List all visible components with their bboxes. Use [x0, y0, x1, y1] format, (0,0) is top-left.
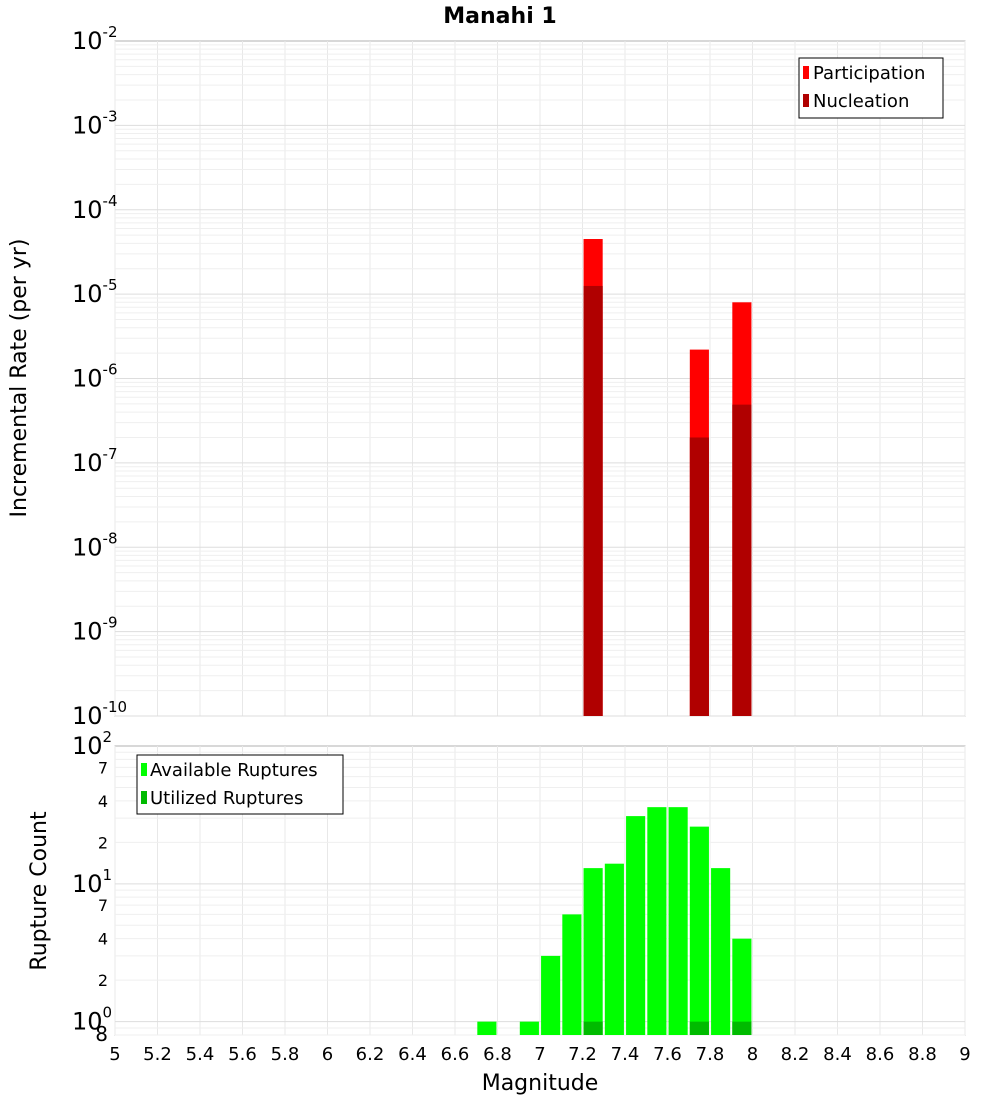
y-tick-label: 7	[98, 758, 108, 777]
x-tick-label: 7	[534, 1044, 545, 1065]
rupture-legend: Available Ruptures Utilized Ruptures	[136, 754, 344, 815]
rate-nucleation-bar	[583, 285, 603, 716]
y-tick-label: 102	[72, 728, 112, 760]
rupture-plot-grid	[114, 746, 966, 1036]
x-tick-label: 5.4	[186, 1044, 215, 1065]
count-available-ruptures-bar	[541, 955, 561, 1035]
utilized-legend-swatch	[141, 791, 147, 804]
y-tick-label: 7	[98, 896, 108, 915]
rate-legend-box	[798, 57, 944, 119]
count-utilized-ruptures-bar	[583, 1021, 603, 1035]
x-tick-label: 7.4	[611, 1044, 640, 1065]
count-utilized-ruptures-bar	[689, 1021, 709, 1035]
rupture-y-axis-label: Rupture Count	[27, 811, 52, 971]
count-available-ruptures-bar	[562, 914, 582, 1035]
rate-nucleation-bar	[732, 404, 752, 716]
nucleation-legend-swatch	[803, 94, 809, 107]
y-tick-label: 10-8	[72, 529, 118, 561]
y-tick-label: 4	[98, 930, 108, 949]
rate-plot: 10-2 10-3 10-4 10-5 10-6 10-7 10-8 10-9 10-10 In…	[7, 23, 966, 730]
x-tick-label: 8	[747, 1044, 758, 1065]
count-available-ruptures-bar	[477, 1021, 497, 1035]
x-tick-label: 6	[322, 1044, 333, 1065]
x-tick-label: 6.2	[356, 1044, 385, 1065]
rupture-legend-box	[136, 754, 344, 815]
x-tick-labels: 5 5.2 5.4 5.6 5.8 6 6.2 6.4 6.6 6.8 7 7.2 7.4 7.6 7.8 8…	[109, 1044, 970, 1065]
count-available-ruptures-bar	[711, 868, 731, 1035]
participation-legend-label: Participation	[813, 63, 925, 84]
x-tick-label: 5	[109, 1044, 120, 1065]
x-tick-label: 8.4	[823, 1044, 852, 1065]
count-available-ruptures-bar	[583, 868, 603, 1035]
y-tick-label: 101	[72, 866, 112, 898]
x-tick-label: 6.4	[398, 1044, 427, 1065]
y-tick-label: 10-5	[72, 276, 118, 308]
rate-nucleation-bar	[689, 437, 709, 716]
x-tick-label: 8.8	[908, 1044, 937, 1065]
rate-y-axis-label: Incremental Rate (per yr)	[7, 239, 32, 518]
count-available-ruptures-bar	[647, 807, 667, 1035]
count-utilized-ruptures-bar	[732, 1021, 752, 1035]
y-tick-label: 10-2	[72, 23, 118, 55]
count-available-ruptures-bar	[689, 826, 709, 1035]
chart-title: Manahi 1	[443, 4, 556, 29]
y-tick-label: 10-6	[72, 361, 118, 393]
y-tick-label: 2	[98, 833, 108, 852]
y-tick-label: 100	[72, 1004, 112, 1036]
participation-legend-swatch	[803, 66, 809, 79]
count-available-ruptures-bar	[626, 816, 646, 1035]
rate-plot-grid	[114, 41, 966, 717]
rate-legend: Participation Nucleation	[798, 57, 944, 119]
y-tick-label: 10-9	[72, 614, 118, 646]
x-axis-label: Magnitude	[482, 1071, 599, 1096]
y-tick-label: 10-4	[72, 192, 118, 224]
count-available-ruptures-bar	[519, 1021, 539, 1035]
available-legend-swatch	[141, 763, 147, 776]
rate-plot-y-ticks: 10-2 10-3 10-4 10-5 10-6 10-7 10-8 10-9 10-10	[72, 23, 127, 730]
utilized-legend-label: Utilized Ruptures	[150, 788, 303, 809]
x-tick-label: 5.2	[143, 1044, 172, 1065]
y-tick-label: 2	[98, 971, 108, 990]
x-tick-label: 7.6	[653, 1044, 682, 1065]
count-available-ruptures-bar	[732, 938, 752, 1035]
y-tick-label: 10-3	[72, 107, 118, 139]
x-tick-label: 6.6	[441, 1044, 470, 1065]
count-available-ruptures-bar	[604, 863, 624, 1035]
x-tick-label: 7.2	[568, 1044, 597, 1065]
available-legend-label: Available Ruptures	[150, 760, 318, 781]
rupture-plot-bars	[477, 807, 752, 1035]
x-tick-label: 6.8	[483, 1044, 512, 1065]
rate-plot-bars	[583, 239, 752, 716]
x-tick-label: 8.2	[781, 1044, 810, 1065]
x-tick-label: 8.6	[866, 1044, 895, 1065]
count-available-ruptures-bar	[668, 807, 688, 1035]
y-tick-label: 10-10	[72, 698, 127, 730]
y-tick-label: 4	[98, 792, 108, 811]
nucleation-legend-label: Nucleation	[813, 91, 909, 112]
y-tick-label: 10-7	[72, 445, 118, 477]
x-tick-label: 5.8	[271, 1044, 300, 1065]
x-tick-label: 7.8	[696, 1044, 725, 1065]
x-tick-label: 5.6	[228, 1044, 257, 1065]
y-tick-label: 8	[95, 1022, 108, 1046]
x-tick-label: 9	[959, 1044, 970, 1065]
